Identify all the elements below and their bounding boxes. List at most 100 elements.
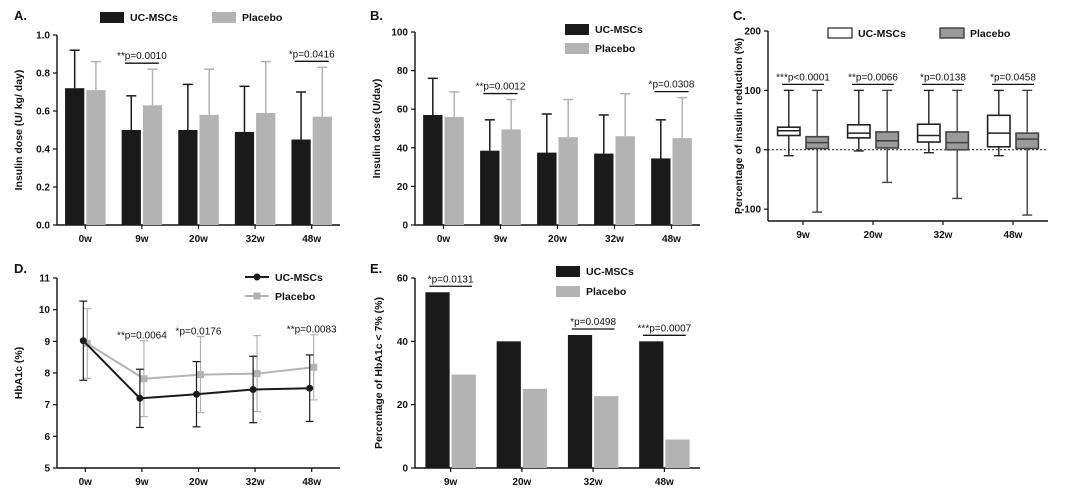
y-tick-label: 0.6	[36, 107, 50, 118]
y-axis-label: Insulin dose (U/ kg/ day)	[13, 70, 25, 191]
legend-swatch	[100, 12, 124, 23]
y-tick-label: 0.2	[36, 183, 50, 194]
box-uc-mscs	[986, 114, 1011, 148]
bar-placebo	[615, 136, 635, 225]
y-tick-label: 200	[744, 27, 761, 38]
legend-label: Placebo	[275, 291, 315, 303]
box-placebo	[945, 131, 970, 151]
y-tick-label: 20	[397, 400, 409, 411]
y-tick-label: 80	[397, 66, 409, 77]
x-tick-label: 9w	[444, 477, 458, 488]
y-tick-label: 11	[39, 274, 50, 285]
p-value-label: *p=0.0138	[920, 72, 966, 83]
legend-swatch	[827, 27, 853, 39]
p-value-label: **p=0.0010	[117, 51, 167, 62]
legend-swatch	[212, 12, 236, 23]
bar-placebo	[451, 374, 476, 468]
y-axis-label: HbA1c (%)	[13, 347, 25, 400]
data-point	[140, 375, 148, 383]
bar-uc-mscs	[567, 335, 593, 468]
y-tick-label: 60	[397, 105, 409, 116]
y-tick-label: 0.4	[36, 145, 50, 156]
x-tick-label: 48w	[1004, 230, 1023, 241]
bar-uc-mscs	[178, 130, 198, 225]
box-placebo	[1015, 132, 1040, 150]
bar-placebo	[86, 90, 106, 225]
y-tick-label: 0.8	[36, 69, 50, 80]
y-tick-label: 100	[744, 86, 761, 97]
y-tick-label: 0.0	[36, 221, 50, 232]
data-point	[310, 363, 318, 371]
x-tick-label: 48w	[302, 477, 321, 488]
legend-swatch	[556, 266, 580, 277]
bar-uc-mscs	[121, 130, 141, 225]
box-uc-mscs	[846, 124, 871, 139]
legend-label: UC-MSCs	[595, 24, 643, 36]
panel-label: B.	[370, 8, 383, 23]
legend-swatch	[565, 43, 589, 54]
y-axis-label: Insulin dose (U/day)	[371, 79, 383, 179]
x-tick-label: 48w	[662, 234, 681, 245]
legend-label: Placebo	[242, 12, 282, 24]
legend-swatch	[556, 286, 580, 297]
x-tick-label: 32w	[605, 234, 624, 245]
data-point	[249, 385, 257, 393]
box-placebo	[875, 131, 900, 149]
p-value-label: *p=0.0498	[570, 317, 616, 328]
panel-label: A.	[14, 8, 27, 23]
data-point	[197, 371, 204, 379]
bar-uc-mscs	[594, 153, 614, 225]
x-tick-label: 0w	[437, 234, 451, 245]
data-point	[79, 337, 87, 345]
panel-label: D.	[14, 261, 27, 276]
bar-uc-mscs	[639, 341, 664, 468]
x-tick-label: 48w	[302, 234, 321, 245]
x-tick-label: 20w	[189, 234, 208, 245]
y-tick-label: 0	[755, 145, 761, 156]
bar-uc-mscs	[425, 292, 450, 468]
bar-placebo	[256, 112, 276, 225]
p-value-label: ***p=0.0007	[638, 323, 692, 334]
legend-label: UC-MSCs	[858, 28, 906, 40]
y-tick-label: 6	[44, 432, 50, 443]
panel-label: E.	[370, 261, 382, 276]
y-tick-label: 20	[397, 182, 409, 193]
y-tick-label: 60	[397, 274, 409, 285]
bar-placebo	[665, 439, 690, 468]
p-value-label: *p=0.0416	[289, 49, 335, 60]
bar-placebo	[522, 388, 548, 468]
x-tick-label: 32w	[934, 230, 953, 241]
y-tick-label: 1.0	[36, 31, 50, 42]
bar-uc-mscs	[423, 114, 443, 225]
x-tick-label: 9w	[135, 234, 149, 245]
bar-uc-mscs	[537, 152, 557, 225]
bar-uc-mscs	[234, 131, 255, 225]
p-value-label: **p=0.0064	[117, 331, 167, 342]
panel-label: C.	[733, 8, 746, 23]
bar-uc-mscs	[291, 139, 311, 225]
x-tick-label: 20w	[189, 477, 208, 488]
legend-label: Placebo	[970, 28, 1010, 40]
data-point	[193, 390, 200, 398]
y-tick-label: 40	[397, 143, 409, 154]
y-tick-label: 0	[402, 464, 408, 475]
legend-label: Placebo	[586, 286, 626, 298]
data-point	[253, 370, 261, 378]
p-value-label: *p=0.0131	[428, 274, 474, 285]
legend-marker	[253, 273, 261, 281]
bar-placebo	[444, 116, 464, 225]
panel-b: B. 0 20 40 60 80 100 0w 9w 20w 32w 48w Insulin dose …	[370, 8, 700, 245]
bar-placebo	[558, 137, 578, 225]
panel-c: C. -100 0 100 200 9w 20w 32w 48w Percentage of in…	[733, 8, 1048, 241]
y-tick-label: 8	[44, 369, 50, 380]
p-value-label: **p=0.0012	[476, 82, 526, 93]
legend-swatch	[565, 24, 589, 35]
data-point	[306, 384, 314, 392]
y-tick-label: 100	[391, 28, 408, 39]
legend-marker	[253, 292, 261, 300]
bar-placebo	[142, 105, 163, 225]
y-tick-label: 7	[44, 400, 50, 411]
p-value-label: *p=0.0176	[176, 327, 222, 338]
legend-swatch	[939, 27, 965, 39]
